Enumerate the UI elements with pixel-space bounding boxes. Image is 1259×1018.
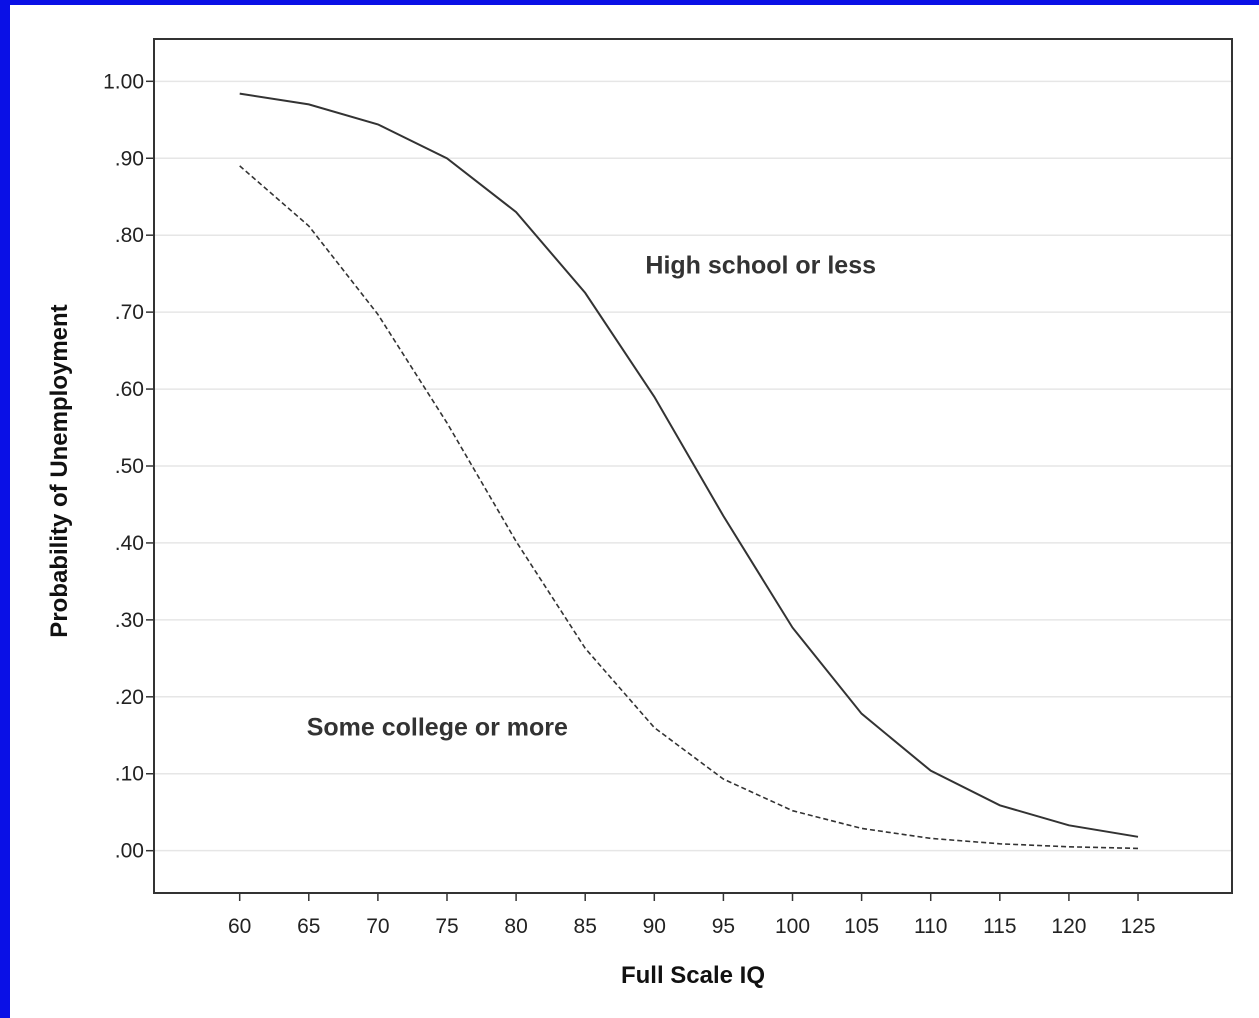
series-line-high-school: [239, 92, 1139, 838]
series-annotation-high-school: High school or less: [645, 252, 876, 280]
x-tick-label: 125: [1120, 915, 1155, 938]
y-axis-title: Probability of Unemployment: [46, 304, 73, 637]
line-chart: .00 .10 .20 .30 .40 .50 .60 .70 .80 .90 1.00 60 65 7…: [46, 38, 1233, 989]
annotations: High school or less Some college or more: [307, 252, 876, 742]
y-tick-label: .30: [115, 609, 144, 632]
x-tick-label: 85: [574, 915, 597, 938]
x-tick-label: 110: [914, 915, 947, 938]
x-tick-label: 75: [435, 915, 458, 938]
y-tick-label: 1.00: [103, 70, 144, 93]
x-tick-label: 120: [1051, 915, 1086, 938]
x-tick-label: 70: [366, 915, 389, 938]
series-annotation-some-college: Some college or more: [307, 713, 568, 741]
y-tick-label: .80: [115, 224, 144, 247]
y-tick-label: .90: [115, 147, 144, 170]
y-axis-ticks: .00 .10 .20 .30 .40 .50 .60 .70 .80 .90 1.00: [103, 70, 154, 863]
x-tick-label: 115: [983, 915, 1016, 938]
y-tick-label: .60: [115, 378, 144, 401]
series-line-some-college: [239, 165, 1139, 850]
y-tick-label: .40: [115, 532, 144, 555]
gridlines: [154, 80, 1232, 852]
y-tick-label: .20: [115, 686, 144, 709]
x-tick-label: 80: [504, 915, 527, 938]
y-tick-label: .70: [115, 301, 144, 324]
x-tick-label: 100: [775, 915, 810, 938]
series-lines: [239, 92, 1139, 850]
x-tick-label: 60: [228, 915, 251, 938]
chart-frame: .00 .10 .20 .30 .40 .50 .60 .70 .80 .90 1.00 60 65 7…: [10, 5, 1259, 1018]
x-tick-label: 95: [712, 915, 735, 938]
y-tick-label: .50: [115, 455, 144, 478]
y-tick-label: .00: [115, 840, 144, 863]
y-tick-label: .10: [115, 763, 144, 786]
x-axis-ticks: 60 65 70 75 80 85 90 95 100 105 110 115 120 125: [228, 893, 1156, 938]
x-tick-label: 105: [844, 915, 879, 938]
x-axis-title: Full Scale IQ: [621, 962, 765, 989]
x-tick-label: 90: [643, 915, 666, 938]
x-tick-label: 65: [297, 915, 320, 938]
